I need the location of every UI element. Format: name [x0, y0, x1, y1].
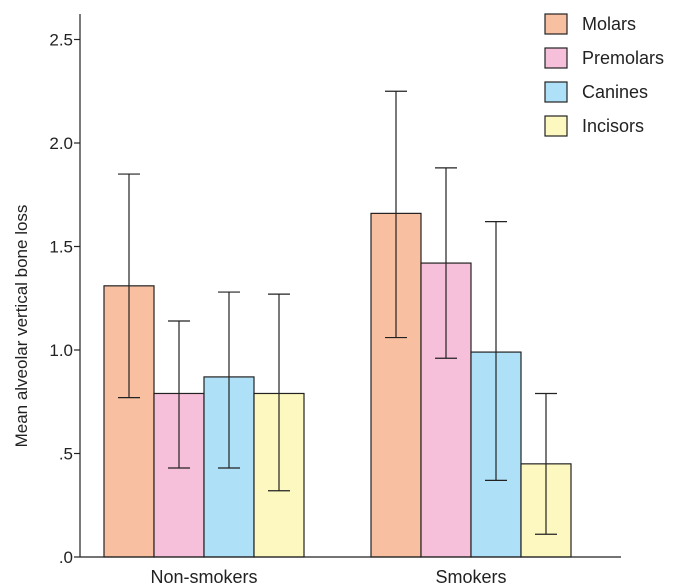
y-tick-label: 1.0 [49, 341, 73, 360]
error-bar-incisors-non-smokers [268, 293, 290, 492]
error-bar-canines-smokers [485, 221, 507, 482]
error-bar-incisors-smokers [535, 392, 557, 535]
legend-swatch [544, 81, 568, 103]
legend-swatch [544, 115, 568, 137]
y-tick-label: 2.5 [49, 31, 73, 50]
error-bar-premolars-smokers [435, 167, 457, 359]
legend-item-incisors: Incisors [544, 115, 644, 137]
legend-swatch [544, 47, 568, 69]
x-category-label: Non-smokers [150, 567, 257, 587]
x-category-label: Smokers [435, 567, 506, 587]
legend-item-premolars: Premolars [544, 47, 664, 69]
y-tick-label: 2.0 [49, 134, 73, 153]
legend-swatch [544, 13, 568, 35]
legend-item-canines: Canines [544, 81, 648, 103]
legend: Molars Premolars Canines Incisors [544, 13, 664, 137]
error-bar-molars-smokers [385, 90, 407, 339]
y-tick-label: 1.5 [49, 238, 73, 257]
y-axis-title: Mean alveolar vertical bone loss [12, 205, 31, 448]
legend-label: Molars [582, 14, 636, 34]
legend-item-molars: Molars [544, 13, 636, 35]
legend-label: Canines [582, 82, 648, 102]
error-bar-premolars-non-smokers [168, 320, 190, 469]
legend-label: Premolars [582, 48, 664, 68]
y-tick-label: .0 [59, 548, 73, 567]
error-bars-group [118, 90, 557, 535]
error-bar-molars-non-smokers [118, 173, 140, 399]
y-tick-label: .5 [59, 445, 73, 464]
error-bar-canines-non-smokers [218, 291, 240, 469]
legend-label: Incisors [582, 116, 644, 136]
bars-group [103, 212, 572, 558]
axes-group: .0 .5 1.0 1.5 2.0 2.5 Non-smokers Smokers [49, 14, 621, 587]
